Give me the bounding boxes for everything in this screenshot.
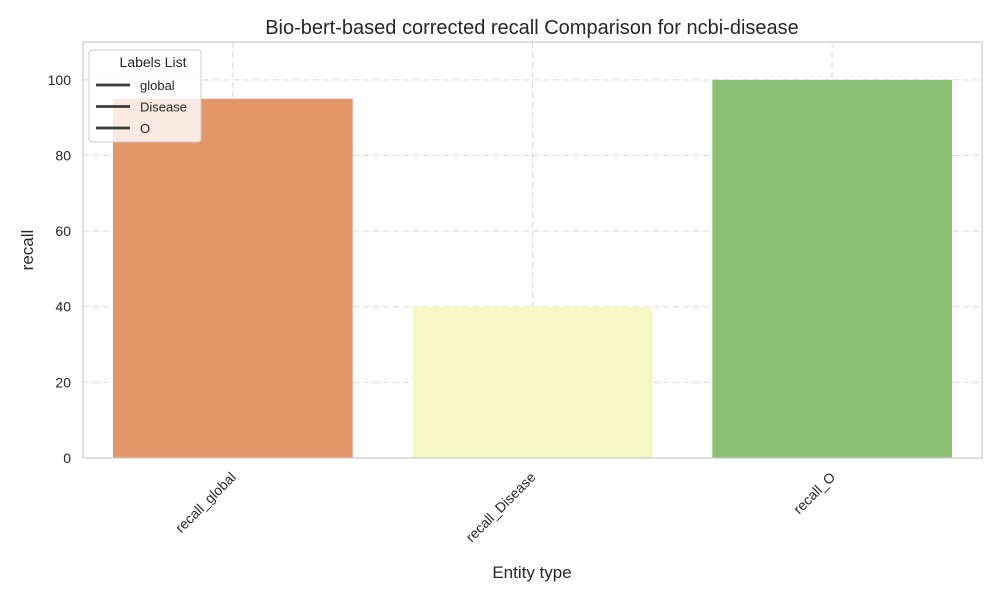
legend-box — [88, 49, 202, 143]
legend-title: Labels List — [120, 54, 187, 70]
chart-title: Bio-bert-based corrected recall Comparis… — [265, 17, 799, 39]
y-tick-label: 100 — [48, 72, 72, 88]
y-tick-label: 0 — [63, 450, 71, 466]
y-tick-label: 40 — [55, 299, 71, 315]
y-tick-label: 60 — [55, 223, 71, 239]
bars — [112, 79, 953, 459]
bar-recall_global — [112, 98, 353, 459]
legend-entry-label: O — [140, 121, 150, 136]
legend-entry-label: global — [140, 78, 175, 93]
bar-recall_Disease — [412, 306, 653, 458]
plot-frame — [82, 41, 983, 459]
y-axis-label: recall — [18, 230, 37, 271]
y-axis-ticks: 0 20 40 60 80 100 — [48, 72, 72, 466]
legend-entry-label: Disease — [140, 100, 187, 115]
bar-recall_O — [712, 79, 953, 459]
y-tick-label: 80 — [55, 147, 71, 163]
x-axis-label: Entity type — [492, 563, 571, 582]
legend: Labels List global Disease O — [88, 49, 202, 143]
legend-entries: global Disease O — [96, 78, 187, 136]
y-tick-label: 20 — [55, 374, 71, 390]
